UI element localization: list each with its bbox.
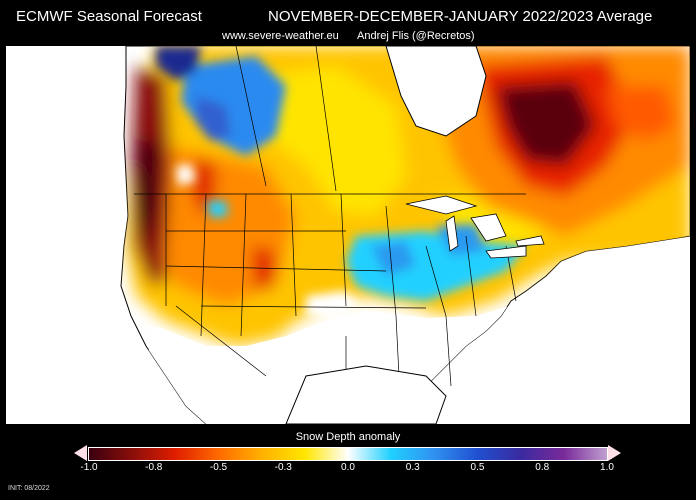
- chart-title-right: NOVEMBER-DECEMBER-JANUARY 2022/2023 Aver…: [268, 8, 653, 25]
- colorbar-tick-label: 0.5: [470, 462, 485, 473]
- colorbar-tick-label: 0.3: [405, 462, 420, 473]
- init-date: INIT: 08/2022: [8, 485, 50, 492]
- chart-title-left: ECMWF Seasonal Forecast: [16, 8, 202, 25]
- colorbar-tick-label: 0.0: [341, 462, 355, 473]
- colorbar-tick-label: -0.8: [145, 462, 163, 473]
- colorbar-tick-label: -0.3: [274, 462, 292, 473]
- colorbar: [88, 447, 608, 461]
- colorbar-tick-label: 0.8: [535, 462, 550, 473]
- state-boundaries: [134, 46, 526, 424]
- colorbar-tick-label: -1.0: [80, 462, 98, 473]
- colorbar-tick-label: -0.5: [209, 462, 228, 473]
- forecast-map-svg: [120, 46, 690, 424]
- legend-title: Snow Depth anomaly: [295, 431, 401, 443]
- hudson-bay: [385, 46, 487, 137]
- site-credit: www.severe-weather.eu: [222, 30, 339, 42]
- great-lakes: [405, 195, 545, 259]
- colorbar-tick-label: 1.0: [600, 462, 614, 473]
- colorbar-min-arrow: [74, 445, 87, 461]
- author-credit: Andrej Flis (@Recretos): [357, 30, 475, 42]
- colorbar-max-arrow: [608, 445, 621, 461]
- forecast-map: [6, 46, 690, 424]
- header: ECMWF Seasonal Forecast NOVEMBER-DECEMBE…: [0, 0, 696, 48]
- gulf-of-mexico: [285, 365, 447, 424]
